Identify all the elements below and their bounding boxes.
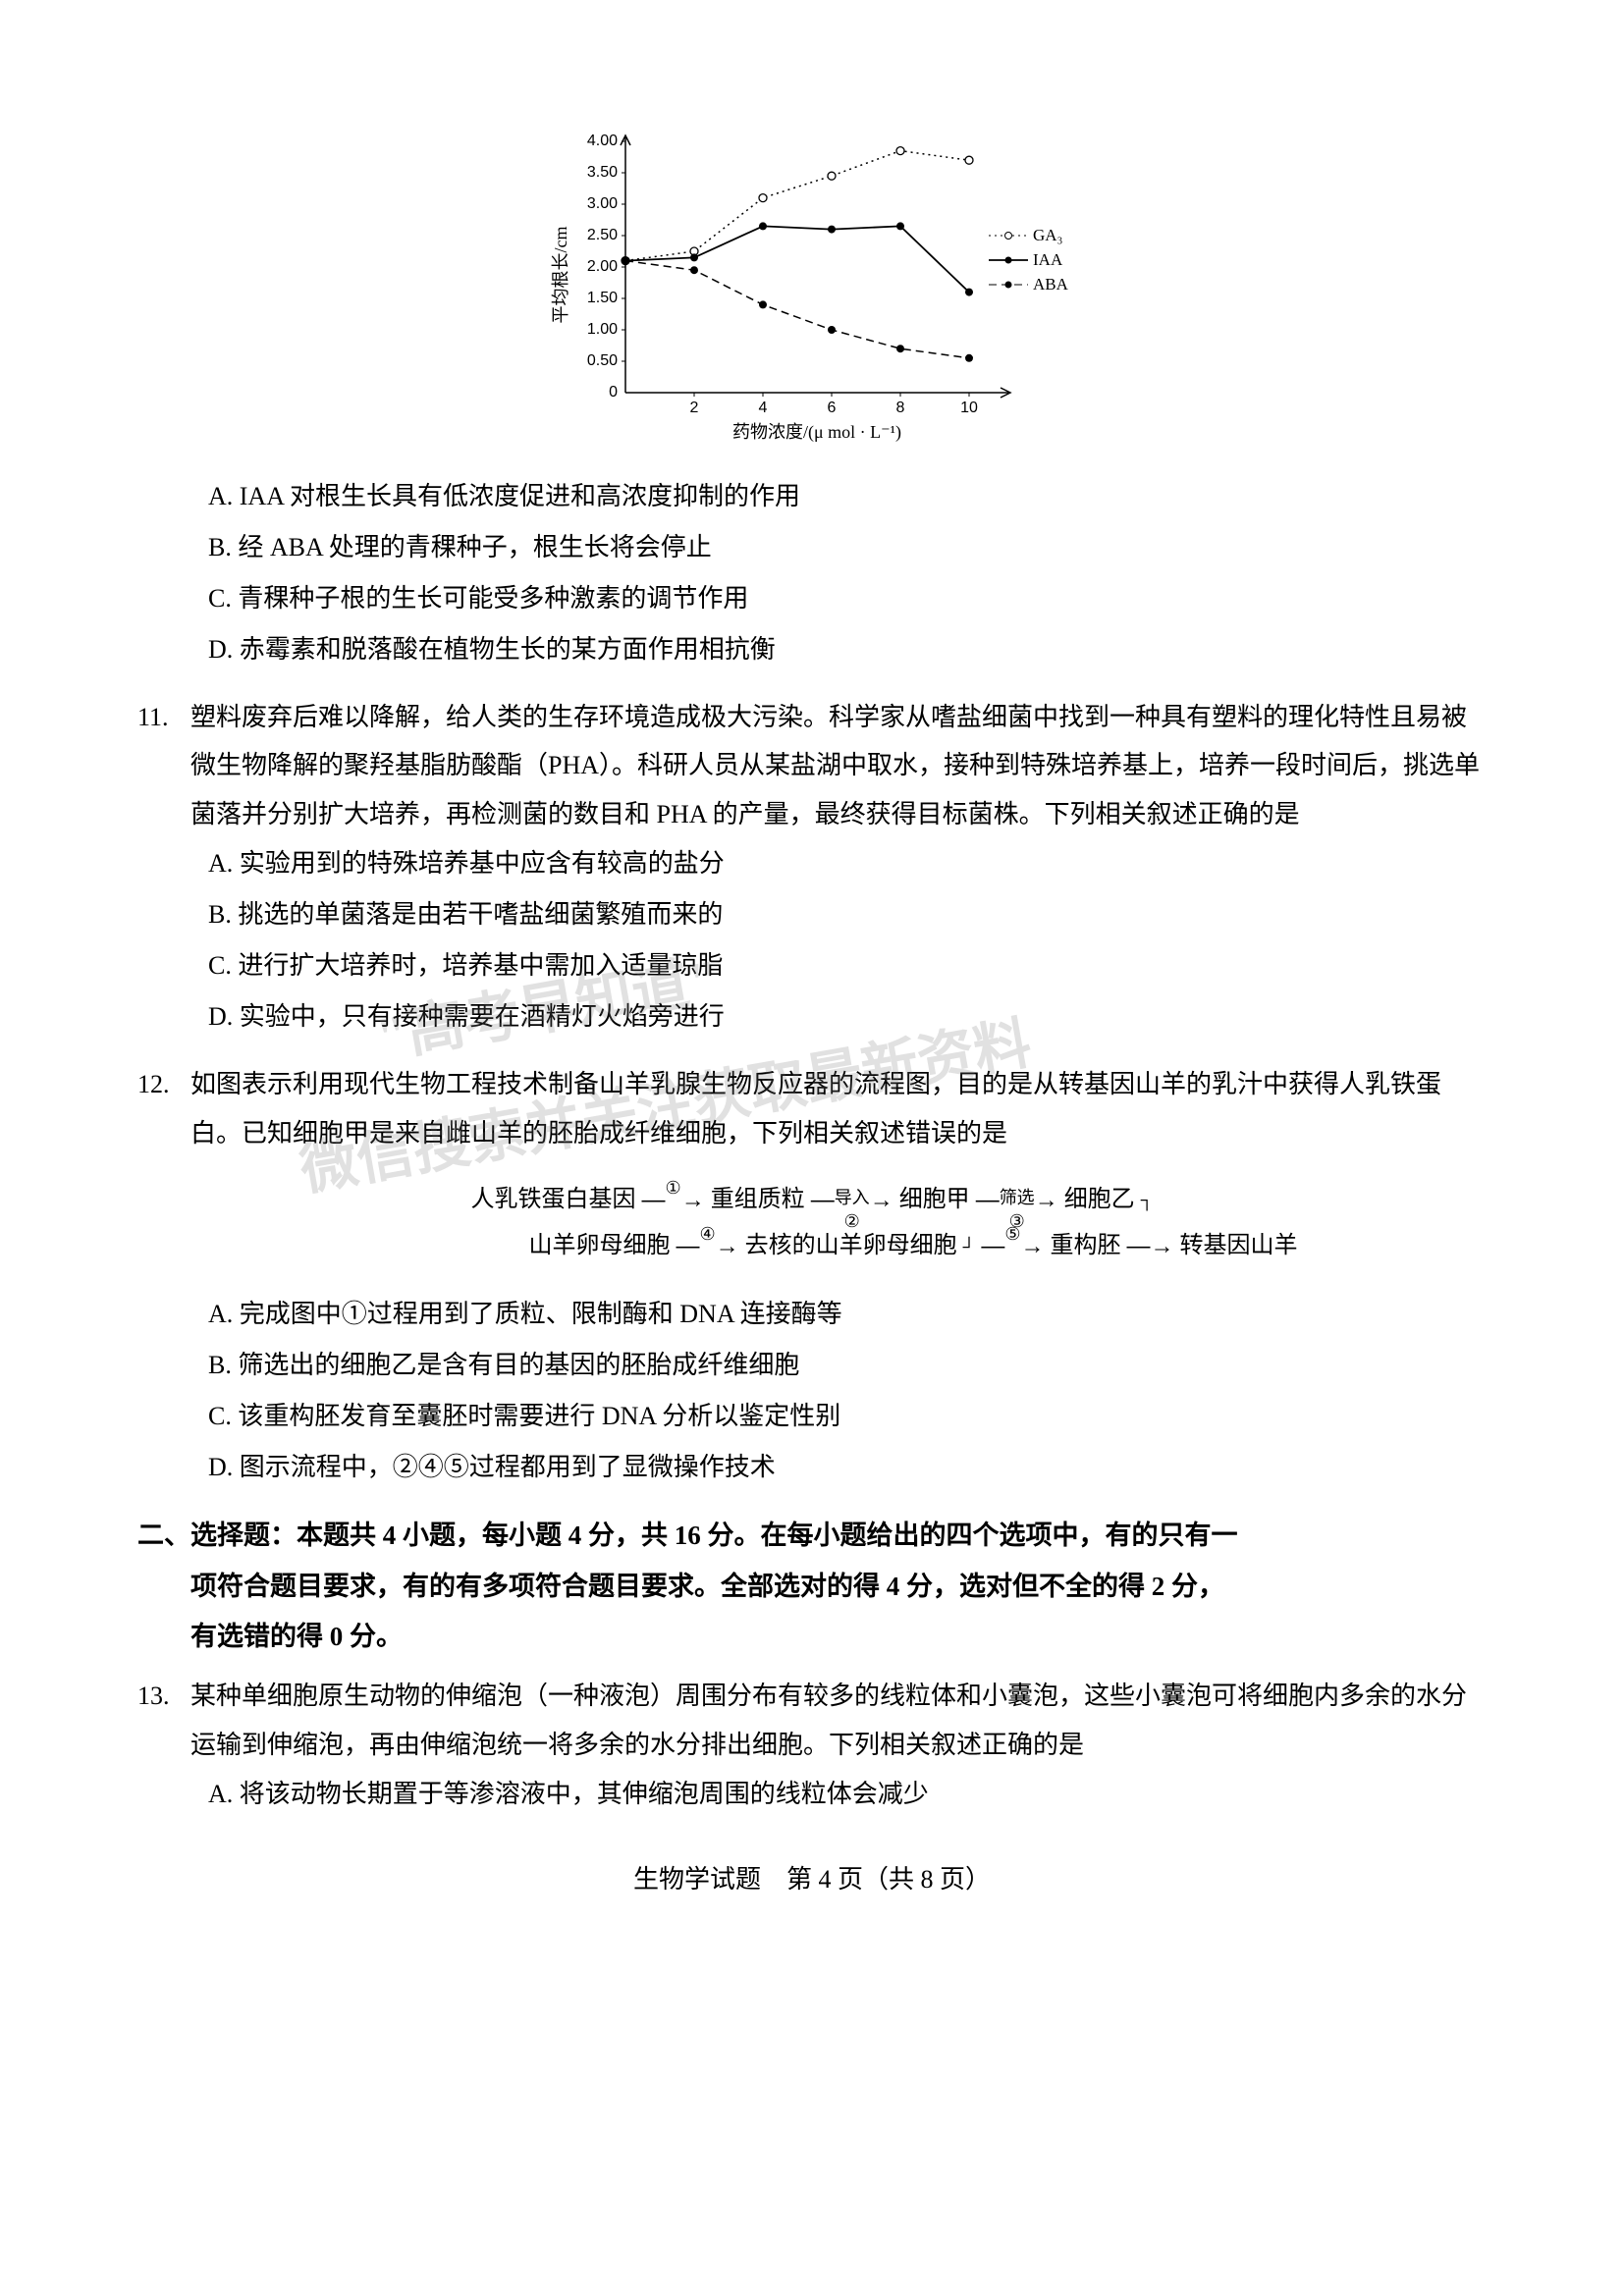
q10-option-c: C. 青稞种子根的生长可能受多种激素的调节作用 (137, 573, 1487, 624)
q10-option-d: D. 赤霉素和脱落酸在植物生长的某方面作用相抗衡 (137, 624, 1487, 675)
question-11: 11. 塑料废弃后难以降解，给人类的生存环境造成极大污染。科学家从嗜盐细菌中找到… (137, 693, 1487, 1042)
bracket-icon: ┘ (963, 1231, 976, 1262)
svg-text:IAA: IAA (1033, 250, 1063, 269)
q12-stem: 如图表示利用现代生物工程技术制备山羊乳腺生物反应器的流程图，目的是从转基因山羊的… (190, 1060, 1487, 1157)
q11-option-d: D. 实验中，只有接种需要在酒精灯火焰旁进行 (137, 991, 1487, 1042)
flow-node-2: 重组质粒 (711, 1179, 805, 1221)
svg-text:1.50: 1.50 (587, 290, 618, 306)
flow-node-4: 细胞乙 (1064, 1179, 1135, 1221)
svg-text:GA₃: GA₃ (1033, 226, 1063, 244)
q11-stem: 塑料废弃后难以降解，给人类的生存环境造成极大污染。科学家从嗜盐细菌中找到一种具有… (190, 693, 1487, 838)
flow-node-8: 转基因山羊 (1180, 1225, 1298, 1267)
q11-option-b: B. 挑选的单菌落是由若干嗜盐细菌繁殖而来的 (137, 889, 1487, 940)
svg-text:0.50: 0.50 (587, 352, 618, 369)
question-12: 12. 如图表示利用现代生物工程技术制备山羊乳腺生物反应器的流程图，目的是从转基… (137, 1060, 1487, 1493)
svg-text:2: 2 (690, 400, 699, 416)
flow-node-7: 重构胚 (1051, 1225, 1121, 1267)
svg-text:8: 8 (896, 400, 905, 416)
svg-text:2.00: 2.00 (587, 258, 618, 275)
q11-number: 11. (137, 693, 190, 741)
svg-text:3.50: 3.50 (587, 164, 618, 181)
q11-option-c: C. 进行扩大培养时，培养基中需加入适量琼脂 (137, 940, 1487, 991)
svg-text:ABA: ABA (1033, 275, 1069, 294)
section-header-line1: 二、选择题：本题共 4 小题，每小题 4 分，共 16 分。在每小题给出的四个选… (137, 1511, 1487, 1561)
svg-text:4: 4 (759, 400, 768, 416)
q12-option-c: C. 该重构胚发育至囊胚时需要进行 DNA 分析以鉴定性别 (137, 1391, 1487, 1442)
arrow-icon: —筛选③→ (976, 1179, 1058, 1221)
arrow-icon: —⑤→ (981, 1225, 1044, 1267)
q12-number: 12. (137, 1060, 190, 1108)
flow-node-1: 人乳铁蛋白基因 (471, 1179, 636, 1221)
svg-text:药物浓度/(μ mol · L⁻¹): 药物浓度/(μ mol · L⁻¹) (732, 422, 901, 443)
q12-option-b: B. 筛选出的细胞乙是含有目的基因的胚胎成纤维细胞 (137, 1340, 1487, 1391)
question-13: 13. 某种单细胞原生动物的伸缩泡（一种液泡）周围分布有较多的线粒体和小囊泡，这… (137, 1672, 1487, 1820)
arrow-icon: —④→ (676, 1225, 738, 1267)
section-2-header: 二、选择题：本题共 4 小题，每小题 4 分，共 16 分。在每小题给出的四个选… (137, 1511, 1487, 1662)
q11-option-a: A. 实验用到的特殊培养基中应含有较高的盐分 (137, 838, 1487, 889)
q13-number: 13. (137, 1672, 190, 1720)
q10-option-a: A. IAA 对根生长具有低浓度促进和高浓度抑制的作用 (137, 471, 1487, 522)
q13-option-a: A. 将该动物长期置于等渗溶液中，其伸缩泡周围的线粒体会减少 (137, 1769, 1487, 1820)
bracket-icon: ┐ (1141, 1184, 1154, 1215)
svg-text:10: 10 (960, 400, 978, 416)
svg-text:0: 0 (609, 384, 618, 400)
svg-text:1.00: 1.00 (587, 321, 618, 338)
flow-node-5: 山羊卵母细胞 (528, 1225, 670, 1267)
svg-text:6: 6 (828, 400, 837, 416)
arrow-icon: —导入②→ (811, 1179, 893, 1221)
q12-flowchart: 人乳铁蛋白基因 —①→ 重组质粒 —导入②→ 细胞甲 —筛选③→ 细胞乙 ┐ 山… (137, 1179, 1487, 1267)
arrow-icon: —→ (1127, 1225, 1174, 1267)
question-10-options: A. IAA 对根生长具有低浓度促进和高浓度抑制的作用 B. 经 ABA 处理的… (137, 471, 1487, 675)
q13-stem: 某种单细胞原生动物的伸缩泡（一种液泡）周围分布有较多的线粒体和小囊泡，这些小囊泡… (190, 1672, 1487, 1769)
page-footer: 生物学试题 第 4 页（共 8 页） (137, 1859, 1487, 1896)
flow-node-3: 细胞甲 (899, 1179, 970, 1221)
section-header-line3: 有选错的得 0 分。 (137, 1612, 1487, 1662)
q10-option-b: B. 经 ABA 处理的青稞种子，根生长将会停止 (137, 522, 1487, 573)
q12-option-d: D. 图示流程中，②④⑤过程都用到了显微操作技术 (137, 1442, 1487, 1493)
q12-option-a: A. 完成图中①过程用到了质粒、限制酶和 DNA 连接酶等 (137, 1289, 1487, 1340)
svg-text:平均根长/cm: 平均根长/cm (551, 227, 570, 324)
section-header-line2: 项符合题目要求，有的有多项符合题目要求。全部选对的得 4 分，选对但不全的得 2… (137, 1562, 1487, 1612)
svg-text:4.00: 4.00 (587, 133, 618, 149)
arrow-icon: —①→ (642, 1179, 705, 1221)
chart-svg: 0 0.50 1.00 1.50 2.00 2.50 3.00 3.50 4.0… (537, 118, 1087, 452)
root-growth-chart: 0 0.50 1.00 1.50 2.00 2.50 3.00 3.50 4.0… (537, 118, 1087, 452)
svg-text:2.50: 2.50 (587, 227, 618, 243)
svg-text:3.00: 3.00 (587, 195, 618, 212)
